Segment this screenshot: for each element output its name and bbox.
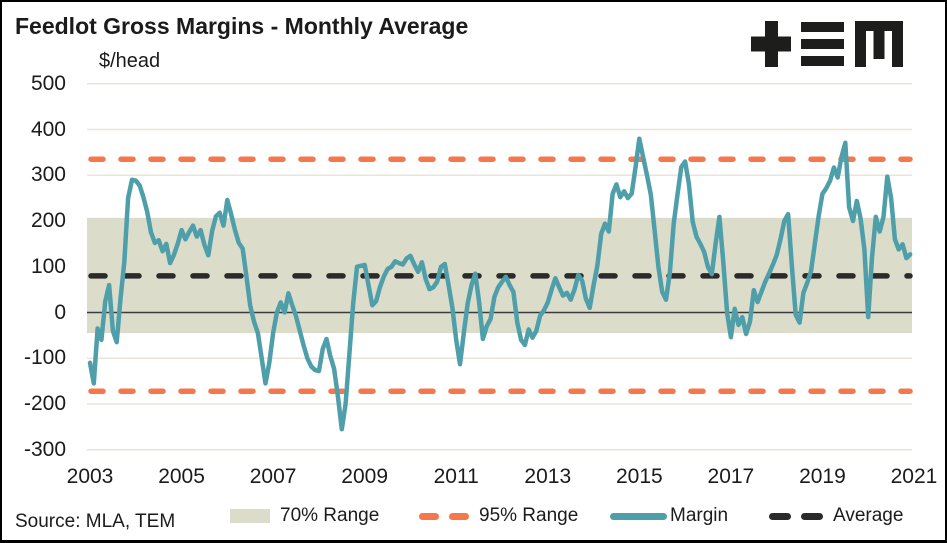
y-tick-label: 100 xyxy=(30,254,66,278)
black-dash-icon xyxy=(801,512,823,520)
chart-title: Feedlot Gross Margins - Monthly Average xyxy=(15,13,469,39)
x-tick-label: 2005 xyxy=(158,465,205,488)
x-tick-label: 2003 xyxy=(66,465,114,488)
y-tick-label: 300 xyxy=(30,163,66,187)
tem-logo-icon xyxy=(751,21,903,67)
orange-dash-icon xyxy=(449,512,469,520)
legend-label-average: Average xyxy=(833,505,904,526)
legend-label-70-range: 70% Range xyxy=(280,505,380,526)
y-tick-label: 0 xyxy=(54,300,66,324)
band-swatch-icon xyxy=(230,509,270,523)
legend-item-margin: Margin xyxy=(610,505,728,527)
y-tick-label: -200 xyxy=(23,392,66,415)
legend-label-margin: Margin xyxy=(670,505,729,526)
y-tick-label: 200 xyxy=(30,209,66,232)
x-tick-label: 2021 xyxy=(890,465,938,488)
legend-item-70-range: 70% Range xyxy=(230,505,379,527)
y-tick-label: 500 xyxy=(30,71,66,95)
x-tick-label: 2019 xyxy=(799,465,846,488)
orange-dash-icon xyxy=(419,512,439,520)
x-tick-label: 2009 xyxy=(341,465,389,488)
x-tick-label: 2013 xyxy=(524,465,572,488)
x-tick-label: 2011 xyxy=(433,465,479,488)
legend-item-average: Average xyxy=(769,505,903,527)
x-tick-label: 2015 xyxy=(615,465,663,488)
x-tick-label: 2017 xyxy=(707,465,755,488)
y-tick-label: -100 xyxy=(23,346,66,370)
y-axis-unit-label: $/head xyxy=(99,50,161,72)
source-note: Source: MLA, TEM xyxy=(15,511,176,532)
teal-line-icon xyxy=(610,512,667,520)
x-tick-label: 2007 xyxy=(249,465,297,488)
y-tick-label: -300 xyxy=(23,437,66,461)
legend-item-95-range: 95% Range xyxy=(419,505,578,527)
legend-label-95-range: 95% Range xyxy=(479,505,579,526)
black-dash-icon xyxy=(769,512,791,520)
y-tick-label: 400 xyxy=(30,117,66,141)
